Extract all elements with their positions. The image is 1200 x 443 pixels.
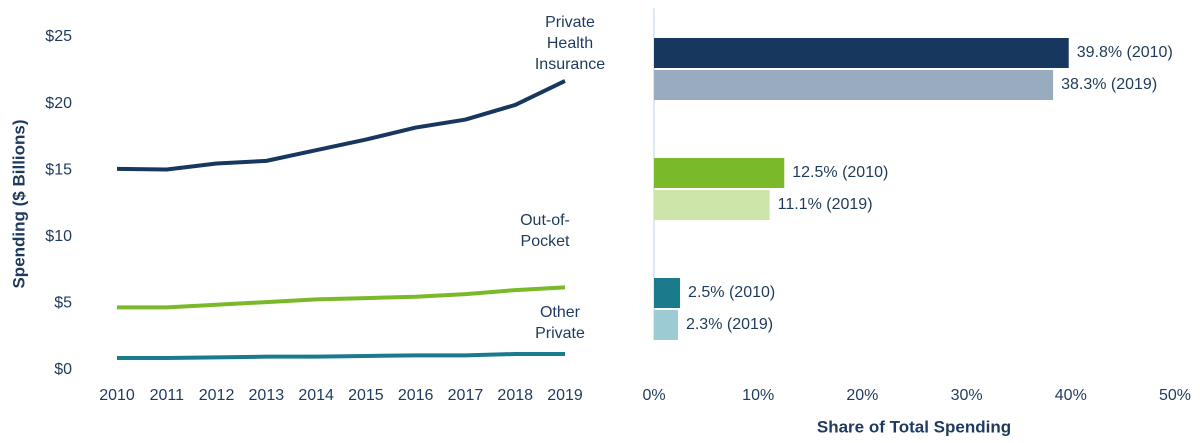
bar [654,310,678,340]
x-tick-label: 20% [846,387,878,404]
y-axis-label: Spending ($ Billions) [9,119,28,288]
x-tick-label: 0% [642,387,665,404]
x-tick-label: 10% [742,387,774,404]
value-label: 2.3% (2019) [686,316,773,333]
line [117,352,565,361]
x-tick-label: 2013 [249,387,285,404]
y-tick-label: $10 [45,228,72,245]
bar [654,70,1054,100]
value-label: 39.8% (2010) [1077,44,1173,61]
value-label: 2.5% (2010) [688,284,775,301]
x-tick-label: 40% [1055,387,1087,404]
y-tick-label: $25 [45,28,72,45]
x-tick-label: 2016 [398,387,434,404]
x-tick-label: 2018 [497,387,533,404]
x-axis-label: Share of Total Spending [817,417,1011,436]
series-label: Private Health Insurance [534,14,606,73]
bar [654,158,785,188]
x-tick-label: 2011 [150,387,185,404]
line [117,285,566,310]
y-tick-label: $5 [54,295,72,312]
y-tick-label: $15 [45,161,72,178]
bar [654,38,1069,68]
y-tick-label: $20 [45,95,72,112]
series-label: Out-of-Pocket [520,212,570,250]
x-tick-label: 2019 [547,387,583,404]
value-label: 38.3% (2019) [1061,76,1157,93]
value-label: 12.5% (2010) [792,164,888,181]
x-tick-label: 2010 [99,387,135,404]
y-tick-label: $0 [54,361,72,378]
x-tick-label: 2012 [199,387,235,404]
x-tick-label: 30% [951,387,983,404]
value-label: 11.1% (2019) [778,196,873,213]
x-tick-label: 50% [1159,387,1191,404]
line [116,79,566,172]
x-tick-label: 2017 [448,387,484,404]
x-tick-label: 2014 [298,387,334,404]
bar [654,190,770,220]
series-label: Other Private [535,304,585,342]
bar [654,278,681,308]
x-tick-label: 2015 [348,387,384,404]
